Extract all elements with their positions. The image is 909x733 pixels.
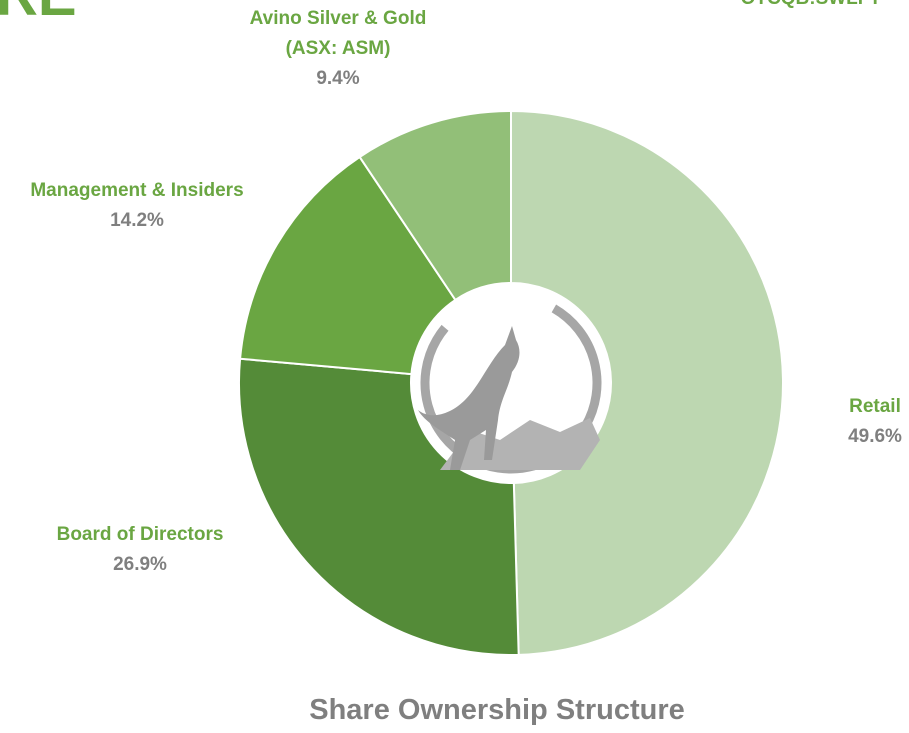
slice [510, 109, 784, 656]
logo [418, 292, 602, 474]
category-label: Avino Silver & Gold (ASX: ASM) [249, 8, 427, 59]
category-label: Retail [849, 396, 901, 417]
slice-label: Management & Insiders 14.2% [30, 176, 243, 236]
ticker-fragment: OTCQB:SWLFT [741, 0, 881, 10]
slice-label: Board of Directors 26.9% [57, 520, 224, 580]
value-label: 14.2% [110, 210, 164, 231]
value-label: 9.4% [316, 68, 360, 89]
category-label: Management & Insiders [30, 180, 244, 201]
slice [239, 155, 457, 376]
heading-fragment: RE [0, 0, 77, 29]
value-label: 26.9% [113, 554, 167, 575]
value-label: 49.6% [848, 426, 902, 447]
slice [358, 109, 512, 302]
chart-title: Share Ownership Structure [309, 694, 685, 726]
slice-label: Retail 49.6% [848, 392, 902, 452]
slice-label: Avino Silver & Gold (ASX: ASM) 9.4% [250, 4, 427, 94]
category-label: Board of Directors [56, 524, 224, 545]
